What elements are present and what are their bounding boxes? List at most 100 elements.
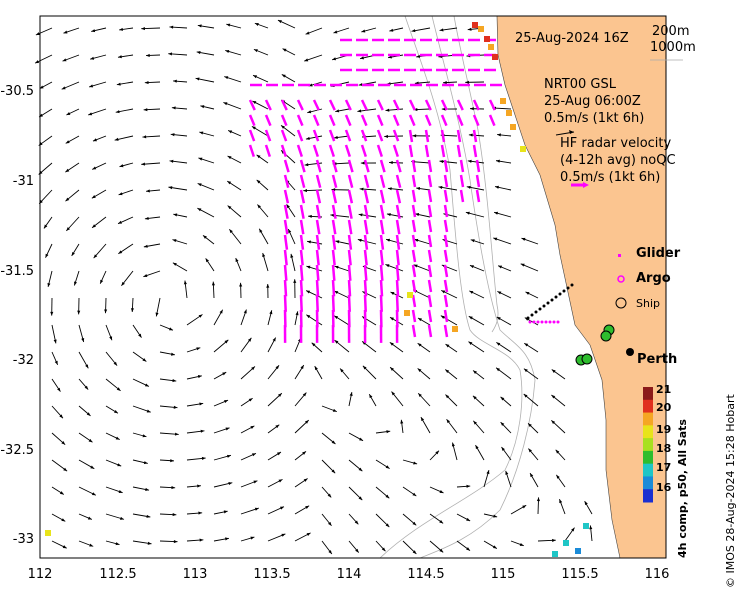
glider-point: [540, 320, 544, 324]
map-datetime: 25-Aug-2024 16Z: [515, 31, 629, 46]
arrow-head: [497, 133, 501, 137]
arrow-head: [473, 420, 477, 425]
arrow-head: [219, 309, 223, 314]
arrow-head: [145, 487, 150, 491]
hf-vector: [347, 204, 353, 219]
hf-vector: [315, 249, 320, 266]
hf-vector: [264, 114, 272, 127]
arrow-head: [172, 379, 177, 383]
contour-label-1000m: 1000m: [650, 40, 696, 55]
arrow-head: [349, 392, 353, 397]
sst-patch: [452, 326, 458, 332]
arrow-head: [389, 342, 394, 346]
hf-vector: [443, 189, 449, 203]
hf-radar-title: HF radar velocity: [560, 136, 672, 151]
arrow-head: [104, 309, 108, 314]
argo-marker: [617, 275, 625, 283]
hf-vector: [299, 189, 306, 204]
hf-vector: [456, 114, 464, 127]
arrow-head: [362, 365, 367, 370]
hf-vector: [347, 174, 354, 188]
hf-vector: [328, 114, 336, 127]
glider-track-point: [562, 289, 566, 293]
arrow-head: [281, 150, 285, 154]
arrow-head: [89, 543, 94, 547]
hf-vector: [363, 264, 368, 281]
hf-vector: [315, 219, 321, 235]
sst-patches: [45, 22, 589, 557]
arrow-head: [335, 240, 340, 244]
arrow-head: [411, 29, 416, 33]
arrow-head: [358, 213, 363, 217]
arrow-head: [173, 540, 178, 544]
arrow-head: [281, 125, 285, 129]
hf-vector: [427, 219, 433, 233]
model-time: 25-Aug 06:00Z: [544, 94, 641, 109]
hf-vector: [411, 294, 417, 308]
arrow-head: [226, 23, 231, 27]
glider-track-point: [554, 295, 558, 299]
hf-vector: [440, 99, 448, 111]
arrow-head: [116, 82, 121, 86]
sst-patch: [492, 54, 498, 60]
arrow-head: [275, 365, 280, 370]
arrow-head: [300, 365, 304, 370]
arrow-head: [63, 30, 68, 34]
arrow-head: [197, 484, 201, 488]
hf-vector: [344, 144, 352, 158]
observation-markers: [526, 283, 615, 366]
hf-vector: [360, 114, 368, 127]
arrow-head: [306, 532, 311, 536]
arrow-head: [168, 327, 173, 331]
arrow-head: [439, 28, 444, 32]
arrow-head: [493, 514, 498, 518]
hf-vector: [411, 189, 417, 203]
arrow-head: [39, 85, 44, 89]
arrow-head: [198, 157, 203, 161]
hf-vector: [379, 279, 384, 297]
hf-vector: [248, 144, 256, 158]
contour-line: [453, 15, 499, 333]
hf-vector: [427, 264, 433, 278]
hf-vector: [456, 99, 464, 111]
hf-vector: [264, 144, 272, 158]
arrow-head: [413, 264, 418, 268]
arrow-head: [173, 79, 177, 83]
glider-track-point: [530, 313, 534, 317]
hf-vector: [443, 294, 449, 308]
arrow-head: [170, 459, 174, 463]
arrow-head: [115, 436, 120, 440]
hf-vector: [328, 99, 336, 111]
arrow-head: [354, 520, 359, 525]
arrow-head: [54, 360, 58, 365]
arrow-head: [441, 290, 446, 294]
arrow-head: [147, 541, 152, 545]
arrow-head: [141, 26, 145, 31]
arrow-head: [305, 31, 310, 35]
hf-vector: [379, 294, 383, 312]
hf-vector: [459, 189, 465, 203]
hf-vector: [427, 294, 433, 308]
arrow-head: [505, 470, 509, 475]
hf-vector: [312, 114, 320, 127]
arrow-head: [91, 492, 96, 496]
hf-vector: [379, 174, 386, 188]
hf-vector: [363, 174, 370, 188]
hf-vector: [363, 249, 368, 266]
arrow-head: [360, 56, 364, 60]
hf-vector: [299, 204, 305, 219]
arrow-head: [475, 445, 479, 450]
hf-vector: [475, 159, 481, 173]
arrow-head: [524, 343, 529, 347]
hf-vector: [283, 204, 289, 219]
hf-vector: [408, 129, 414, 143]
arrow-head: [203, 235, 207, 239]
arrow-head: [195, 77, 200, 81]
arrow-head: [360, 161, 365, 165]
arrow-head: [115, 110, 120, 114]
arrow-head: [173, 213, 178, 217]
colorbar-tick: 18: [656, 442, 672, 455]
arrow-head: [528, 448, 532, 453]
hf-vector: [427, 204, 433, 218]
arrow-head: [327, 493, 332, 498]
